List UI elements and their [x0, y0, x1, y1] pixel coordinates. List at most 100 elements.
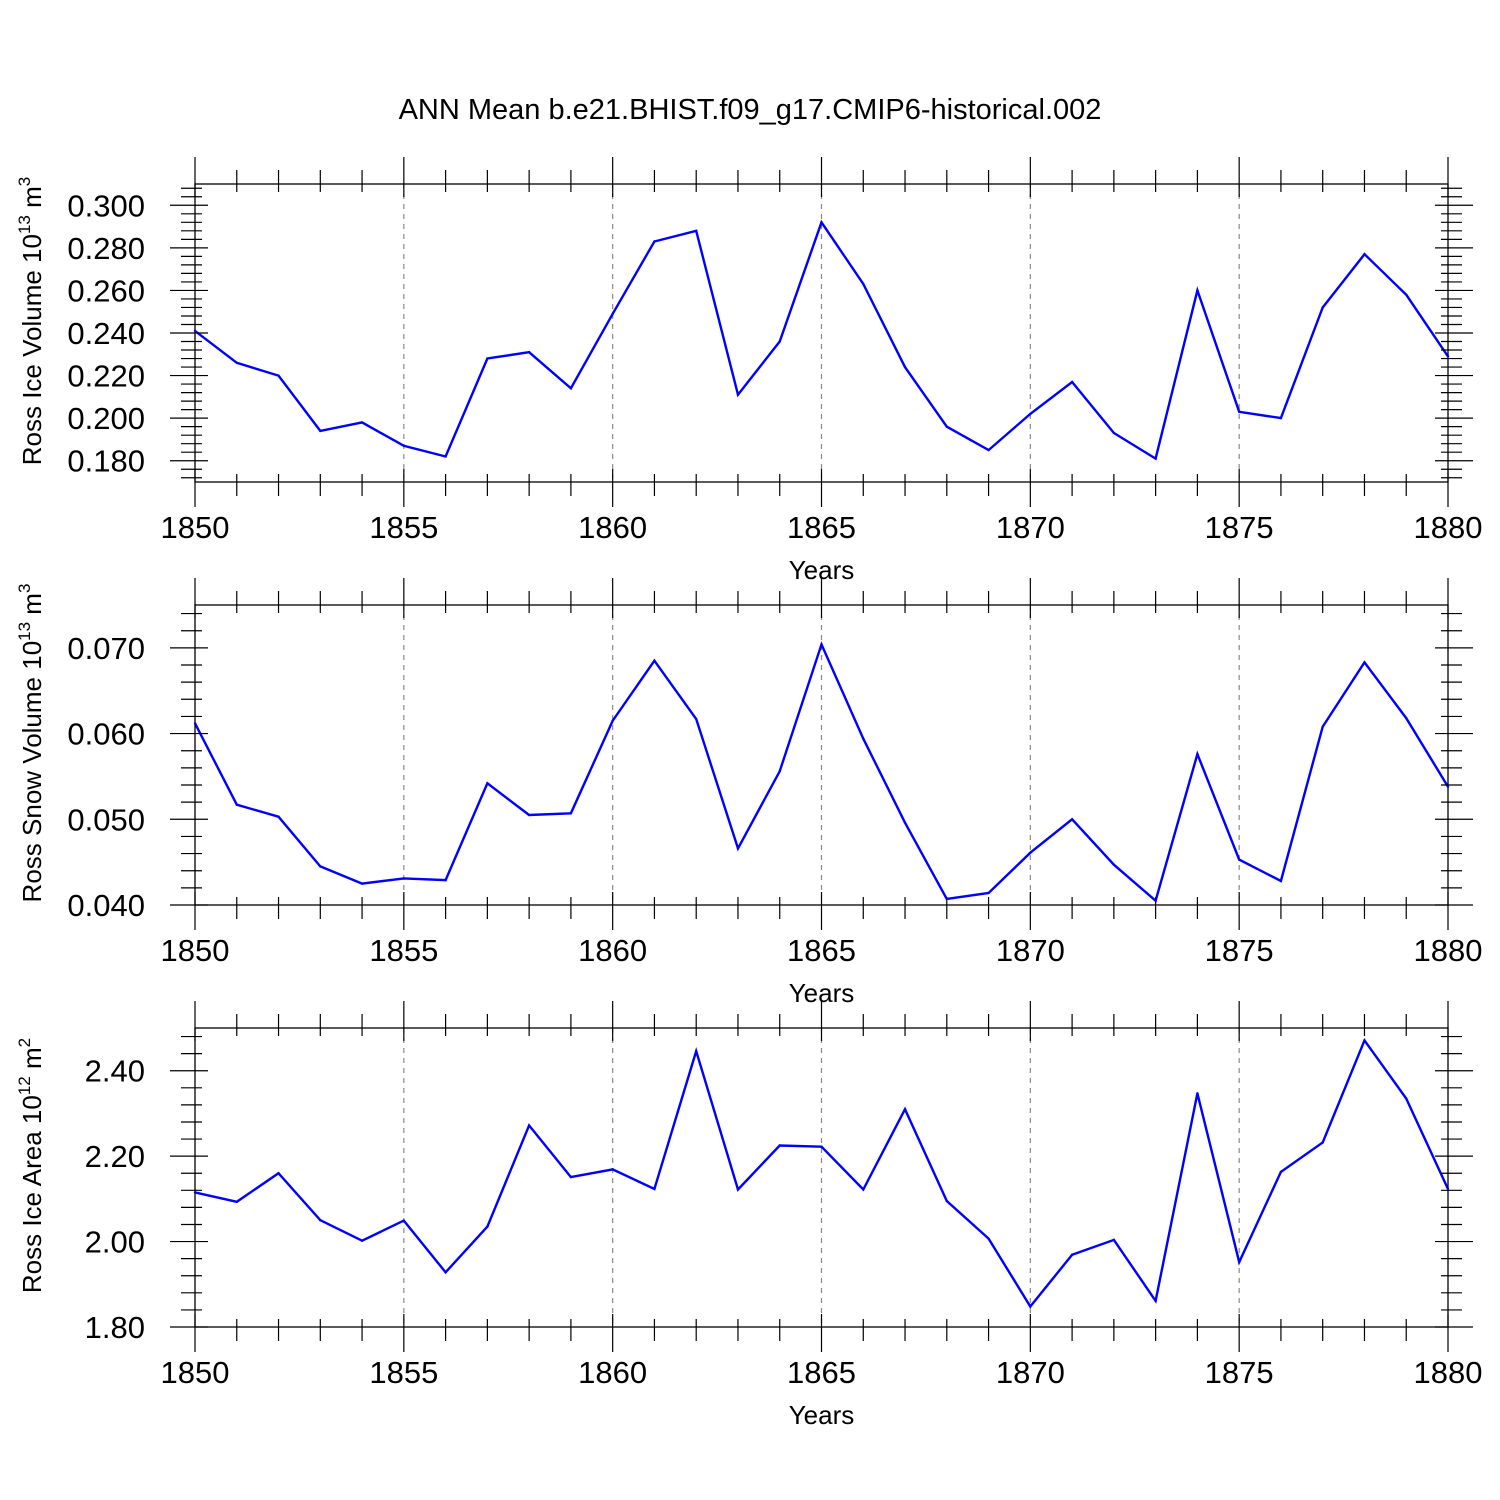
- data-point: [1446, 1187, 1450, 1191]
- data-point: [444, 878, 447, 882]
- data-point: [360, 882, 364, 885]
- y-tick-label: 0.280: [67, 231, 145, 266]
- data-point: [1279, 416, 1283, 420]
- data-point: [1154, 457, 1157, 460]
- data-point: [360, 1239, 364, 1242]
- data-point: [903, 1107, 907, 1111]
- chart-title: ANN Mean b.e21.BHIST.f09_g17.CMIP6-histo…: [399, 94, 1102, 126]
- data-point: [527, 813, 531, 817]
- x-tick-label: 1850: [161, 1355, 230, 1390]
- x-tick-label: 1870: [996, 1355, 1065, 1390]
- x-tick-label: 1870: [996, 510, 1065, 545]
- data-point: [778, 770, 781, 773]
- data-point: [653, 659, 656, 662]
- data-point: [444, 455, 447, 458]
- x-tick-label: 1880: [1414, 510, 1483, 545]
- x-tick-label: 1880: [1414, 1355, 1483, 1390]
- x-tick-label: 1850: [161, 510, 230, 545]
- y-axis-label: Ross Snow Volume 1013 m3: [15, 584, 47, 903]
- data-point: [820, 643, 823, 646]
- y-tick-labels: 0.040 0.050 0.060 0.070: [67, 631, 145, 923]
- y-tick-label: 0.240: [67, 316, 145, 351]
- x-tick-label: 1860: [578, 1355, 647, 1390]
- data-point: [653, 1187, 656, 1191]
- y-tick-label: 2.40: [85, 1054, 145, 1089]
- data-point: [235, 361, 238, 364]
- data-point: [820, 1145, 823, 1148]
- y-tick-label: 0.260: [67, 273, 145, 308]
- y-tick-label: 2.00: [85, 1225, 145, 1260]
- data-points: [193, 643, 1450, 902]
- data-point: [611, 312, 614, 316]
- x-axis-label: Years: [789, 1400, 855, 1430]
- data-point: [1405, 1097, 1408, 1100]
- x-tick-label: 1870: [996, 933, 1065, 968]
- x-tick-label: 1855: [369, 933, 438, 968]
- y-tick-label: 0.070: [67, 631, 145, 666]
- plot-frame: [194, 604, 1449, 906]
- y-tick-label: 2.20: [85, 1139, 145, 1174]
- x-tick-label: 1850: [161, 933, 230, 968]
- x-tick-labels: 1850 1855 1860 1865 1870 1875 1880: [161, 933, 1483, 968]
- data-point: [402, 444, 406, 448]
- y-tick-labels: 1.80 2.00 2.20 2.40: [85, 1054, 145, 1345]
- data-point: [1070, 1253, 1074, 1257]
- data-point: [903, 365, 907, 369]
- data-point: [235, 803, 238, 806]
- data-point: [1446, 355, 1450, 358]
- data-point: [987, 891, 990, 895]
- data-point: [1321, 725, 1324, 728]
- data-point: [402, 877, 406, 880]
- y-tick-label: 0.300: [67, 188, 145, 223]
- data-point: [527, 350, 531, 354]
- data-point: [736, 393, 740, 396]
- data-point: [778, 340, 781, 343]
- x-tick-labels: 1850 1855 1860 1865 1870 1875 1880: [161, 510, 1483, 545]
- data-point: [569, 812, 573, 815]
- series-line-snow-volume: [193, 641, 1450, 903]
- data-point: [1363, 661, 1366, 664]
- y-tick-label: 0.200: [67, 401, 145, 436]
- data-point: [945, 425, 948, 428]
- data-points: [193, 221, 1450, 460]
- x-tick-label: 1875: [1205, 1355, 1274, 1390]
- plot-frame: [194, 183, 1449, 483]
- data-point: [653, 240, 656, 243]
- data-point: [1112, 431, 1116, 435]
- data-point: [1029, 1305, 1032, 1308]
- data-point: [820, 221, 823, 224]
- data-point: [569, 1175, 573, 1179]
- data-point: [611, 1168, 614, 1171]
- data-point: [1196, 289, 1199, 292]
- data-point: [486, 357, 489, 360]
- x-tick-labels: 1850 1855 1860 1865 1870 1875 1880: [161, 1355, 1483, 1390]
- grid-lines: [403, 605, 1240, 905]
- data-point: [319, 865, 322, 868]
- y-tick-labels: 0.180 0.200 0.220 0.240 0.260 0.280 0.300: [67, 188, 145, 478]
- x-tick-label: 1880: [1414, 933, 1483, 968]
- data-point: [987, 1237, 990, 1240]
- y-tick-label: 0.060: [67, 717, 145, 752]
- data-point: [319, 429, 322, 433]
- data-point: [569, 387, 573, 390]
- data-point: [1154, 899, 1157, 902]
- data-point: [486, 1225, 489, 1228]
- data-point: [1154, 1299, 1157, 1303]
- y-axis-label: Ross Ice Volume 1013 m3: [15, 177, 47, 466]
- data-point: [1112, 863, 1116, 866]
- data-point: [1237, 410, 1241, 413]
- data-point: [193, 329, 197, 333]
- data-point: [277, 815, 280, 818]
- data-point: [695, 229, 698, 233]
- data-point: [319, 1219, 322, 1222]
- data-point: [193, 722, 197, 725]
- data-point: [778, 1144, 781, 1147]
- data-point: [611, 719, 614, 722]
- data-point: [987, 448, 990, 452]
- y-tick-label: 0.220: [67, 359, 145, 394]
- data-point: [1363, 1039, 1366, 1042]
- x-tick-label: 1860: [578, 933, 647, 968]
- y-tick-label: 0.180: [67, 444, 145, 479]
- data-point: [277, 1172, 280, 1175]
- x-tick-label: 1860: [578, 510, 647, 545]
